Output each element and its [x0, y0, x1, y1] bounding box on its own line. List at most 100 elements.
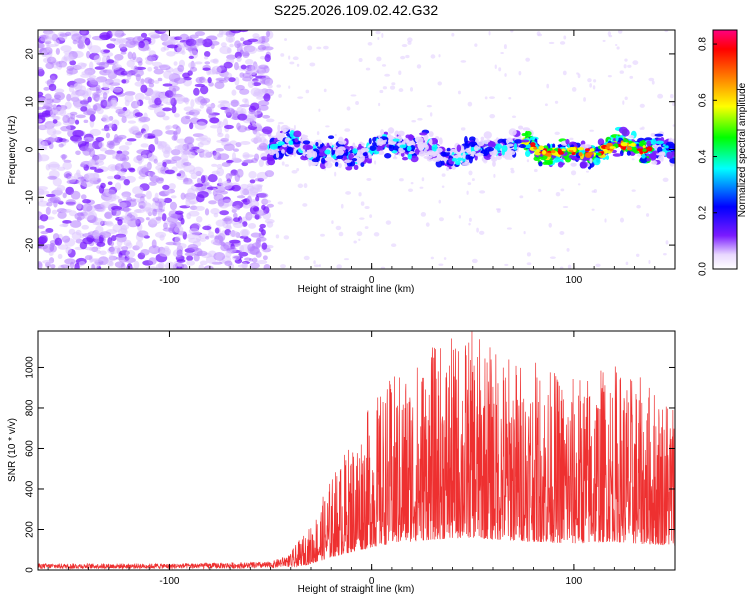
snr-x-axis-label: Height of straight line (km) — [298, 584, 415, 595]
spectrogram-noise-cell — [378, 102, 381, 107]
spectrogram-noise-cell — [189, 66, 198, 72]
spectrogram-noise-cell — [657, 93, 664, 99]
spectrogram-noise-cell — [141, 166, 149, 175]
spectrogram-noise-cell — [399, 178, 404, 182]
spectrogram-noise-cell — [651, 80, 655, 85]
spectrogram-noise-cell — [567, 264, 572, 269]
spectrogram-noise-cell — [504, 73, 507, 77]
spectrogram-noise-cell — [169, 96, 175, 105]
colorbar-tick-label: 0.4 — [698, 149, 709, 163]
spectrogram-noise-cell — [211, 66, 216, 75]
spectrogram-noise-cell — [479, 190, 486, 194]
spectrogram-noise-cell — [83, 110, 96, 116]
spectrogram-noise-cell — [526, 159, 530, 163]
spectrogram-signal-cell — [477, 141, 485, 147]
spectrogram-noise-cell — [145, 217, 150, 221]
spectrogram-noise-cell — [122, 194, 130, 199]
spectrogram-noise-cell — [296, 63, 300, 67]
spectrogram-noise-cell — [111, 235, 117, 242]
spectrogram-noise-cell — [185, 111, 195, 116]
spectrogram-noise-cell — [117, 218, 123, 226]
spectrogram-noise-cell — [474, 43, 478, 47]
spectrogram-noise-cell — [458, 215, 462, 219]
spectrogram-signal-cell — [293, 130, 302, 138]
spectrogram-noise-cell — [622, 100, 625, 105]
spectrogram-noise-cell — [134, 81, 145, 87]
spectrogram-noise-cell — [225, 34, 235, 43]
spectrogram-noise-cell — [165, 125, 173, 130]
spectrogram-noise-cell — [60, 210, 71, 214]
spectrogram-noise-cell — [196, 177, 202, 184]
spectrogram-noise-cell — [102, 80, 110, 90]
spectrogram-noise-cell — [381, 32, 384, 38]
spectrogram-noise-cell — [264, 79, 273, 86]
spectrogram-noise-cell — [257, 89, 270, 95]
spectrogram-signal-cell — [391, 150, 398, 154]
spectrogram-noise-cell — [89, 166, 97, 170]
spectrogram-noise-cell — [421, 177, 425, 182]
spectrogram-noise-cell — [207, 231, 215, 238]
spectrogram-noise-cell — [325, 125, 330, 128]
spectrogram-noise-cell — [53, 187, 63, 197]
spectrogram-noise-cell — [206, 106, 213, 115]
spectrogram-noise-cell — [356, 231, 363, 237]
spectrogram-noise-cell — [215, 147, 224, 152]
spectrogram-signal-cell — [286, 146, 294, 155]
spectrogram-noise-cell — [166, 215, 179, 223]
spectrogram-noise-cell — [38, 186, 48, 191]
spectrogram-noise-cell — [102, 100, 114, 107]
spectrogram-noise-cell — [99, 231, 112, 238]
spectrogram-noise-cell — [200, 175, 206, 184]
spectrogram-noise-cell — [629, 75, 634, 79]
spectrogram-signal-cell — [302, 144, 312, 151]
spectrogram-noise-cell — [592, 85, 596, 90]
spectrogram-noise-cell — [38, 42, 45, 49]
spectrogram-signal-cell — [352, 142, 356, 148]
spectrogram-signal-peak — [636, 148, 643, 152]
spectrogram-noise-cell — [471, 258, 478, 264]
spectrogram-noise-cell — [303, 255, 310, 261]
spectrogram-noise-cell — [166, 51, 176, 57]
spectrogram-noise-cell — [194, 183, 204, 188]
spectrogram-noise-cell — [153, 66, 159, 70]
spectrogram-noise-cell — [44, 137, 57, 143]
spectrogram-noise-cell — [305, 89, 310, 94]
spectrogram-noise-cell — [224, 124, 234, 130]
spectrogram-signal-cell — [615, 135, 619, 142]
spectrogram-noise-cell — [192, 166, 204, 175]
spectrogram-noise-cell — [205, 104, 216, 108]
spectrogram-signal-cell — [666, 151, 673, 159]
spectrogram-signal-cell — [408, 134, 414, 141]
spectrogram-noise-cell — [172, 87, 177, 96]
spectrogram-noise-cell — [233, 62, 239, 71]
spectrogram-noise-cell — [70, 91, 81, 99]
spectrogram-noise-cell — [69, 60, 77, 66]
spectrogram-noise-cell — [154, 97, 162, 106]
spectrogram-noise-cell — [188, 55, 194, 60]
spectrogram-signal-cell — [423, 155, 433, 160]
spectrogram-noise-cell — [235, 204, 240, 209]
spectrogram-noise-cell — [199, 85, 209, 95]
spectrogram-noise-cell — [84, 255, 93, 261]
spectrogram-noise-cell — [155, 263, 164, 269]
spectrogram-noise-cell — [162, 115, 170, 121]
snr-y-tick-label: 800 — [25, 399, 36, 416]
spectrogram-noise-cell — [202, 225, 212, 231]
spectrogram-signal-cell — [360, 162, 365, 167]
snr-plot-frame — [37, 330, 676, 571]
spectrogram-noise-cell — [211, 163, 218, 167]
spectrogram-signal-cell — [399, 144, 407, 149]
spectrogram-noise-cell — [154, 136, 159, 145]
spectrogram-noise-cell — [62, 161, 73, 170]
spectrogram-noise-cell — [405, 54, 410, 59]
spectrogram-noise-cell — [133, 65, 138, 74]
spectrogram-noise-cell — [441, 173, 446, 177]
spectrogram-noise-cell — [57, 253, 63, 260]
spectrogram-signal-cell — [545, 161, 553, 165]
spectrogram-noise-cell — [190, 230, 201, 236]
spectrogram-signal-cell — [654, 133, 664, 137]
spectrogram-noise-cell — [210, 207, 220, 215]
spectrogram-signal-cell — [658, 151, 666, 157]
spectrogram-noise-cell — [135, 208, 142, 213]
